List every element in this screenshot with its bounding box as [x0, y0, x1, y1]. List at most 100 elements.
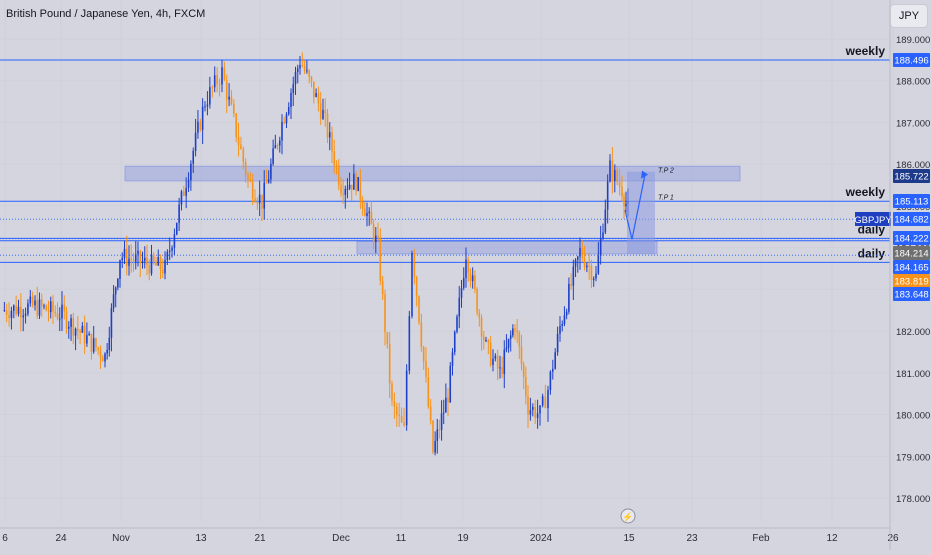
candle-body: [54, 311, 57, 314]
price-label-box: [893, 194, 930, 208]
candle-body: [209, 87, 211, 105]
candle-body: [303, 66, 306, 71]
candle-body: [235, 113, 237, 137]
price-label-box: [893, 53, 930, 67]
candle-body: [570, 283, 572, 286]
candle-body: [22, 315, 25, 318]
tp2-label: T.P 2: [658, 168, 674, 175]
candle-body: [20, 306, 22, 318]
candle-body: [384, 294, 386, 333]
candle-body: [541, 396, 544, 406]
candle-body: [283, 121, 286, 124]
candle-body: [616, 169, 618, 182]
candle-body: [534, 406, 536, 419]
currency-button[interactable]: JPY: [890, 4, 928, 28]
candle-body: [625, 203, 627, 207]
candle-body: [451, 352, 454, 366]
level-label: weekly: [845, 185, 886, 199]
candle-body: [391, 383, 393, 401]
x-tick-label: Feb: [752, 533, 770, 544]
candle-body: [565, 311, 568, 316]
candle-body: [308, 70, 310, 77]
candle-body: [206, 104, 209, 107]
candle-body: [146, 257, 148, 265]
candle-body: [599, 238, 602, 256]
candle-body: [128, 258, 130, 266]
candle-body: [81, 325, 84, 333]
y-tick-label: 187.000: [896, 118, 930, 129]
candle-body: [381, 280, 384, 295]
candle-body: [377, 235, 379, 238]
candle-body: [263, 182, 266, 209]
candle-body: [204, 106, 206, 108]
candle-body: [97, 347, 100, 350]
candle-body: [155, 261, 157, 266]
candle-body: [436, 429, 439, 441]
candle-body: [106, 349, 108, 354]
candle-body: [143, 257, 146, 262]
candle-body: [393, 400, 396, 407]
candle-body: [296, 68, 299, 72]
candle-body: [108, 337, 111, 350]
candle-body: [175, 222, 178, 235]
candle-body: [258, 194, 261, 204]
candle-body: [539, 405, 541, 414]
candle-body: [247, 174, 249, 180]
candle-body: [337, 165, 340, 185]
candle-body: [294, 71, 297, 85]
candle-body: [516, 330, 518, 333]
price-label-text: 184.214: [894, 249, 928, 260]
candle-body: [276, 145, 279, 147]
candle-body: [449, 365, 452, 403]
candle-body: [56, 313, 59, 319]
candle-body: [405, 370, 408, 426]
tp1-label: T.P 1: [658, 195, 674, 202]
candle-body: [121, 257, 124, 261]
candle-body: [375, 235, 377, 243]
event-icon: ⚡: [622, 511, 633, 523]
candle-body: [478, 312, 481, 318]
candle-body: [574, 259, 577, 267]
candle-body: [618, 181, 621, 187]
candle-body: [61, 304, 63, 319]
candle-body: [125, 248, 128, 266]
candle-body: [134, 254, 137, 262]
candle-body: [595, 273, 597, 279]
candle-body: [359, 177, 362, 200]
candle-body: [310, 76, 313, 82]
candle-body: [525, 376, 527, 397]
candle-body: [10, 310, 13, 319]
candle-body: [15, 305, 17, 314]
symbol-tag-text: GBPJPY: [854, 215, 892, 226]
candle-body: [507, 338, 510, 348]
candle-body: [92, 338, 95, 352]
candle-body: [503, 349, 506, 375]
level-label: daily: [858, 246, 886, 260]
candle-body: [447, 397, 449, 403]
candle-body: [372, 224, 375, 243]
candle-body: [623, 196, 625, 207]
candle-body: [139, 250, 142, 263]
candle-body: [31, 296, 34, 306]
x-tick-label: 13: [195, 533, 207, 544]
candle-body: [388, 343, 391, 384]
candle-body: [422, 346, 425, 362]
candle-body: [251, 180, 254, 199]
candle-body: [180, 191, 183, 205]
candle-body: [72, 318, 75, 336]
x-tick-label: Dec: [332, 533, 350, 544]
candle-body: [552, 368, 554, 372]
candle-body: [554, 352, 556, 369]
candle-body: [471, 275, 474, 282]
x-tick-label: 21: [254, 533, 266, 544]
candle-body: [427, 376, 430, 407]
candle-body: [614, 169, 616, 181]
candle-body: [434, 440, 436, 453]
candle-body: [301, 64, 304, 67]
candle-body: [532, 406, 534, 410]
x-tick-label: 6: [2, 533, 8, 544]
candle-body: [221, 67, 223, 85]
candle-body: [213, 75, 216, 88]
